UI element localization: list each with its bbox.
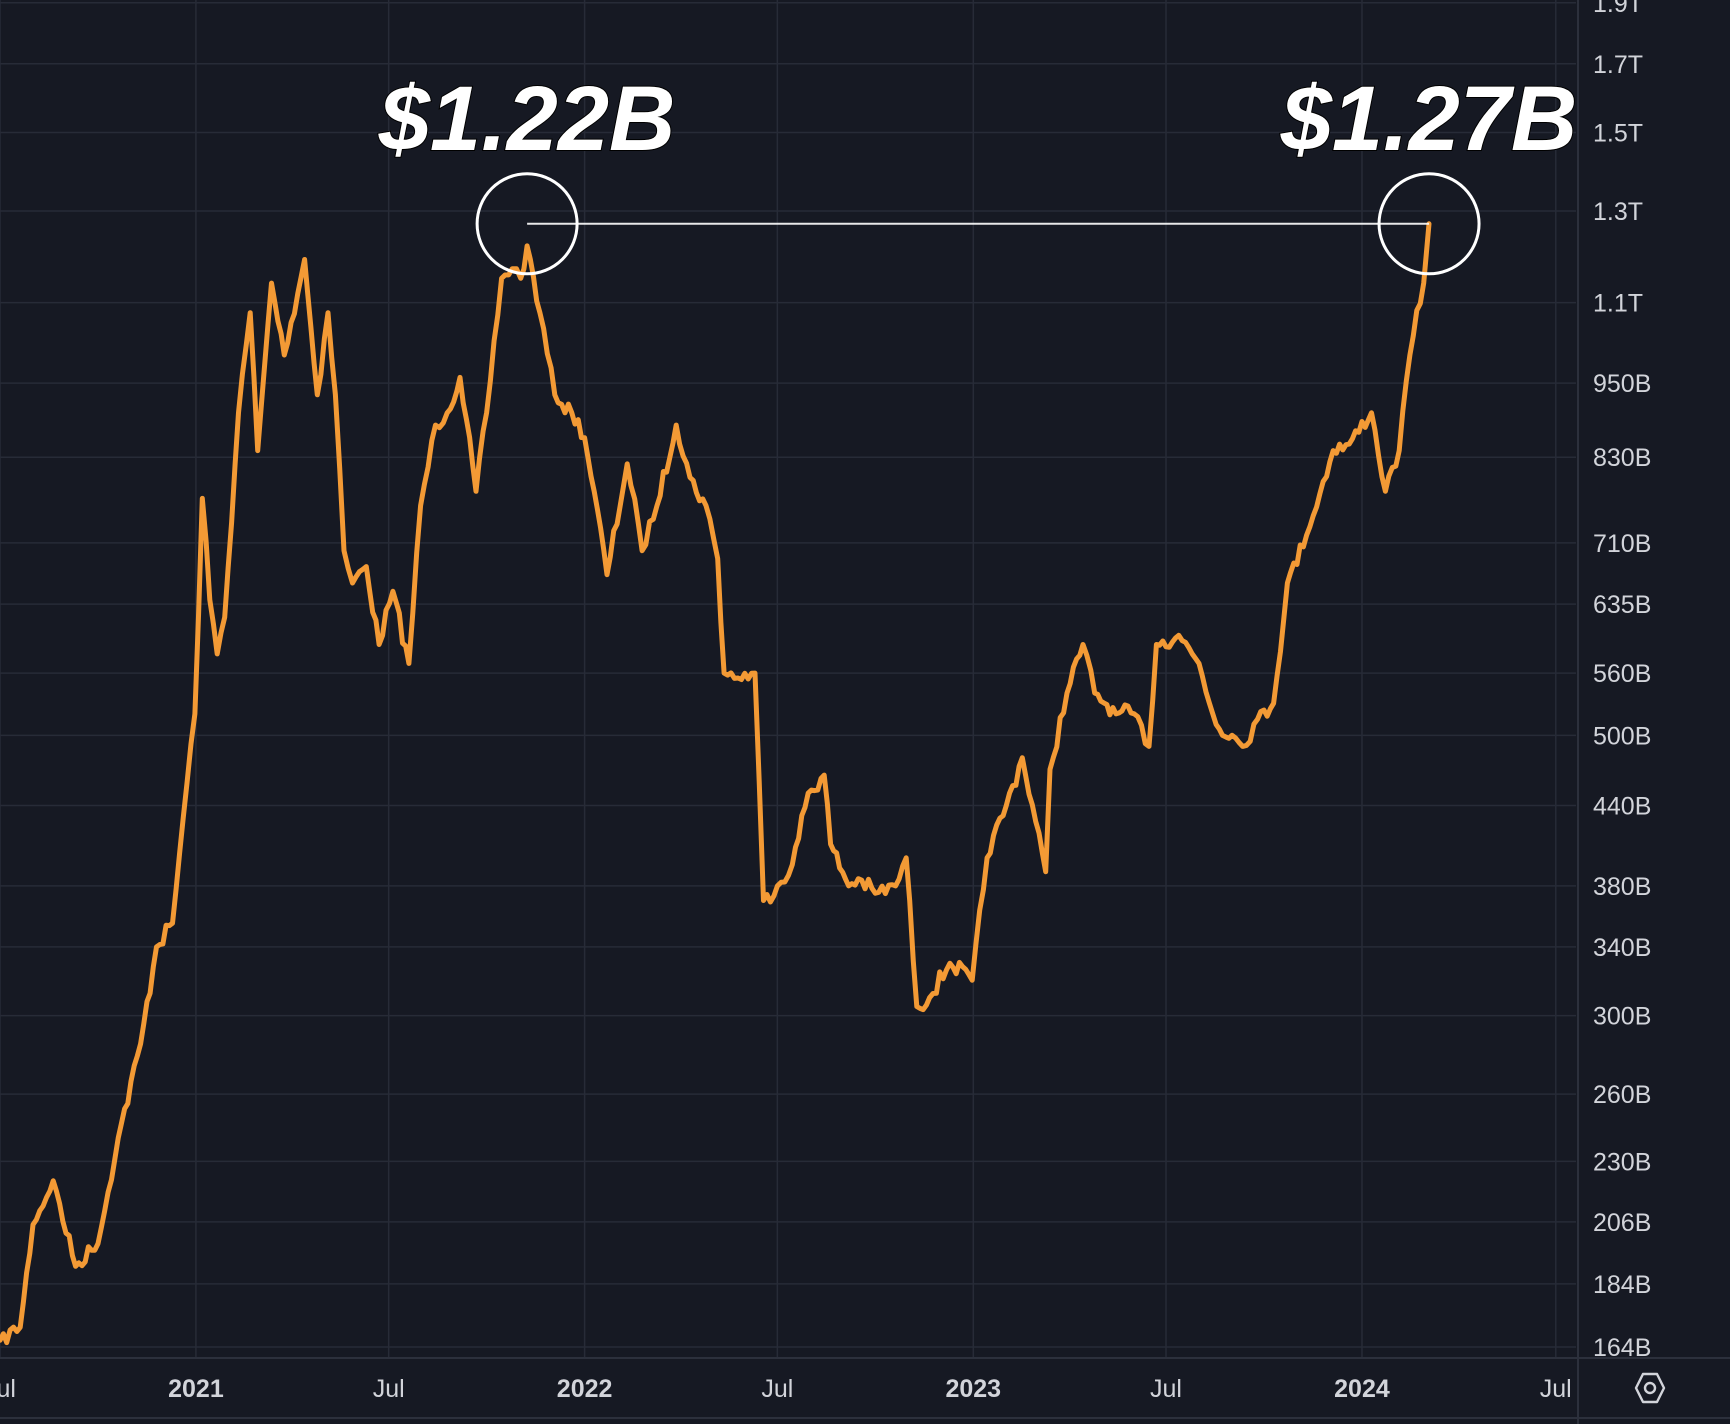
y-tick-label: 260B [1593, 1081, 1651, 1109]
y-tick-label: 1.9T [1593, 0, 1643, 18]
settings-icon [1634, 1372, 1666, 1404]
y-tick-label: 1.1T [1593, 290, 1643, 318]
x-tick-label: Jul [373, 1375, 405, 1403]
y-tick-label: 1.3T [1593, 198, 1643, 226]
y-tick-label: 950B [1593, 370, 1651, 398]
x-tick-label: Jul [0, 1375, 16, 1403]
peak-value-label: $1.22B [378, 68, 676, 170]
y-tick-label: 440B [1593, 792, 1651, 820]
y-tick-label: 710B [1593, 530, 1651, 558]
x-tick-label: Jul [1150, 1375, 1182, 1403]
x-tick-label: 2021 [168, 1375, 224, 1403]
y-tick-label: 1.7T [1593, 51, 1643, 79]
x-tick-label: 2022 [557, 1375, 613, 1403]
y-tick-label: 500B [1593, 722, 1651, 750]
plot-area [0, 221, 1432, 1346]
highlight-circle [475, 172, 579, 276]
series-line [0, 221, 1432, 1346]
y-tick-label: 830B [1593, 444, 1651, 472]
y-tick-label: 1.5T [1593, 119, 1643, 147]
y-tick-label: 635B [1593, 591, 1651, 619]
x-tick-label: 2023 [945, 1375, 1001, 1403]
chart-settings-button[interactable] [1628, 1366, 1672, 1410]
y-tick-label: 184B [1593, 1271, 1651, 1299]
annotations: $1.22B $1.27B [377, 67, 1578, 276]
x-tick-label: 2024 [1334, 1375, 1390, 1403]
y-tick-label: 380B [1593, 873, 1651, 901]
y-tick-label: 300B [1593, 1003, 1651, 1031]
y-tick-label: 560B [1593, 660, 1651, 688]
x-tick-label: Jul [761, 1375, 793, 1403]
y-tick-label: 230B [1593, 1148, 1651, 1176]
x-axis: Jul 2021 Jul 2022 Jul 2023 Jul 2024 Jul [0, 1357, 1730, 1419]
x-tick-label: Jul [1540, 1375, 1572, 1403]
y-tick-label: 206B [1593, 1209, 1651, 1237]
y-tick-label: 340B [1593, 934, 1651, 962]
highlight-circle [1377, 172, 1481, 276]
peak-value-label: $1.27B [1280, 68, 1578, 170]
